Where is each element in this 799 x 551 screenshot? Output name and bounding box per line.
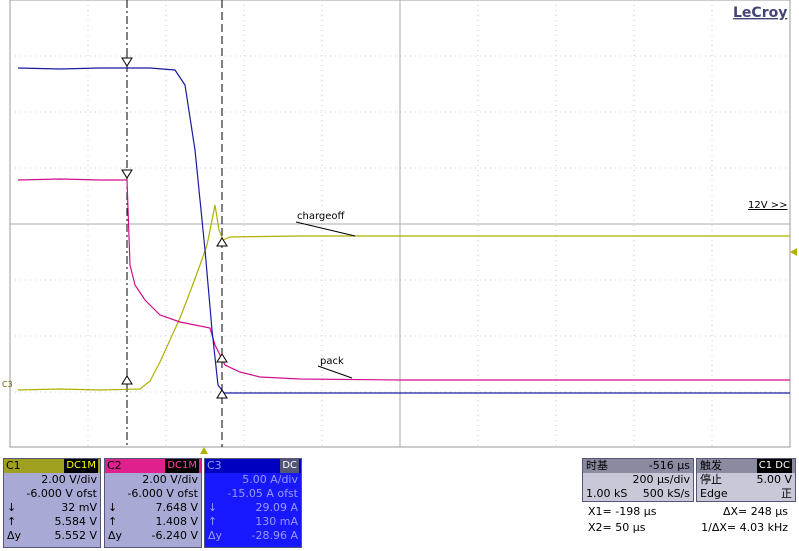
trace-c1 <box>17 67 790 394</box>
level-marker <box>790 248 797 256</box>
channel-symbol: ↓ <box>7 501 17 514</box>
channel-value: 29.09 A <box>255 501 298 514</box>
channel-value: 5.552 V <box>54 529 97 542</box>
channel-value: 5.00 A/div <box>242 473 298 486</box>
channel-value: 5.584 V <box>54 515 97 528</box>
channel-row: ↑ 1.408 V <box>105 515 201 529</box>
channel-value: 130 mA <box>255 515 298 528</box>
label-line <box>317 365 353 379</box>
readout: X2= 50 µs <box>588 521 646 534</box>
channel-c1: C1 DC1M 2.00 V/div -6.000 V ofst ↓ 32 mV ↑ 5.5… <box>3 458 101 548</box>
channel-symbol: Δy <box>7 529 22 542</box>
tb-points: 1.00 kS <box>586 487 628 500</box>
readout: ΔX= 248 µs <box>723 505 788 518</box>
channel-value: -28.96 A <box>251 529 298 542</box>
channel-value: 7.648 V <box>155 501 198 514</box>
channel-name: C3 <box>207 459 222 472</box>
trig-level: 5.00 V <box>756 473 792 486</box>
channel-value: 32 mV <box>61 501 97 514</box>
channel-name: C1 <box>6 459 21 472</box>
trig-type: Edge <box>700 487 728 500</box>
tb-title: 时基 <box>586 459 608 472</box>
cursor-readout: X1= -198 µs ΔX= 248 µs X2= 50 µs 1/ΔX= 4.0… <box>588 504 788 536</box>
trig-slope: 正 <box>781 487 792 500</box>
tb-scale: 200 µs/div <box>632 473 690 486</box>
timebase: 时基 -516 µs 200 µs/div 1.00 kS 500 kS/s <box>582 458 694 502</box>
channel-value: -15.05 A ofst <box>227 487 298 500</box>
channel-row: -6.000 V ofst <box>4 487 100 501</box>
channel-row: ↓ 29.09 A <box>205 501 301 515</box>
readout: 1/ΔX= 4.03 kHz <box>701 521 788 534</box>
channel-value: -6.000 V ofst <box>26 487 97 500</box>
tb-rate: 500 kS/s <box>642 487 690 500</box>
channel-value: -6.240 V <box>151 529 198 542</box>
channel-row: Δy 5.552 V <box>4 529 100 543</box>
channel-value: 2.00 V/div <box>142 473 198 486</box>
channel-row: Δy -28.96 A <box>205 529 301 543</box>
trig-state: 停止 <box>700 473 722 486</box>
channel-row: 2.00 V/div <box>105 473 201 487</box>
channel-marker: C3 <box>2 380 13 389</box>
channel-row: ↓ 7.648 V <box>105 501 201 515</box>
cursor-arrows <box>121 52 228 399</box>
channel-row: Δy -6.240 V <box>105 529 201 543</box>
channel-row: 5.00 A/div <box>205 473 301 487</box>
tb-delay: -516 µs <box>648 459 690 472</box>
channel-row: ↑ 130 mA <box>205 515 301 529</box>
trigger-marker <box>200 447 208 454</box>
coupling: DC1M <box>165 459 199 473</box>
channel-symbol: Δy <box>208 529 223 542</box>
brand: LeCroy <box>733 5 787 21</box>
channel-value: -6.000 V ofst <box>127 487 198 500</box>
trig-title: 触发 <box>700 459 722 472</box>
channel-symbol: ↑ <box>108 515 118 528</box>
channel-row: -15.05 A ofst <box>205 487 301 501</box>
screen-area: chargeoff pack 12V >> C3 LeCroy <box>2 0 797 454</box>
channel-symbol: Δy <box>108 529 123 542</box>
range-label: 12V >> <box>748 200 788 211</box>
trace-c2 <box>17 178 790 381</box>
trig-source: C1 DC <box>756 459 792 473</box>
channel-value: 2.00 V/div <box>41 473 97 486</box>
channel-value: 1.408 V <box>155 515 198 528</box>
coupling: DC <box>280 459 299 473</box>
trace-c3 <box>17 204 790 391</box>
channel-symbol: ↓ <box>108 501 118 514</box>
trigger: 触发 C1 DC 停止 5.00 V Edge 正 <box>696 458 796 502</box>
channel-c3: C3 DC 5.00 A/div -15.05 A ofst ↓ 29.09 A ↑ 130… <box>204 458 302 548</box>
label-line <box>295 221 356 237</box>
channel-symbol: ↑ <box>208 515 218 528</box>
trace-label: pack <box>320 356 344 367</box>
channel-c2: C2 DC1M 2.00 V/div -6.000 V ofst ↓ 7.648 V ↑ 1… <box>104 458 202 548</box>
channel-row: ↓ 32 mV <box>4 501 100 515</box>
channel-row: ↑ 5.584 V <box>4 515 100 529</box>
coupling: DC1M <box>64 459 98 473</box>
channel-symbol: ↓ <box>208 501 218 514</box>
channel-row: 2.00 V/div <box>4 473 100 487</box>
channel-symbol: ↑ <box>7 515 17 528</box>
readout: X1= -198 µs <box>588 505 657 518</box>
channel-row: -6.000 V ofst <box>105 487 201 501</box>
trace-label: chargeoff <box>297 211 346 222</box>
channel-name: C2 <box>107 459 122 472</box>
